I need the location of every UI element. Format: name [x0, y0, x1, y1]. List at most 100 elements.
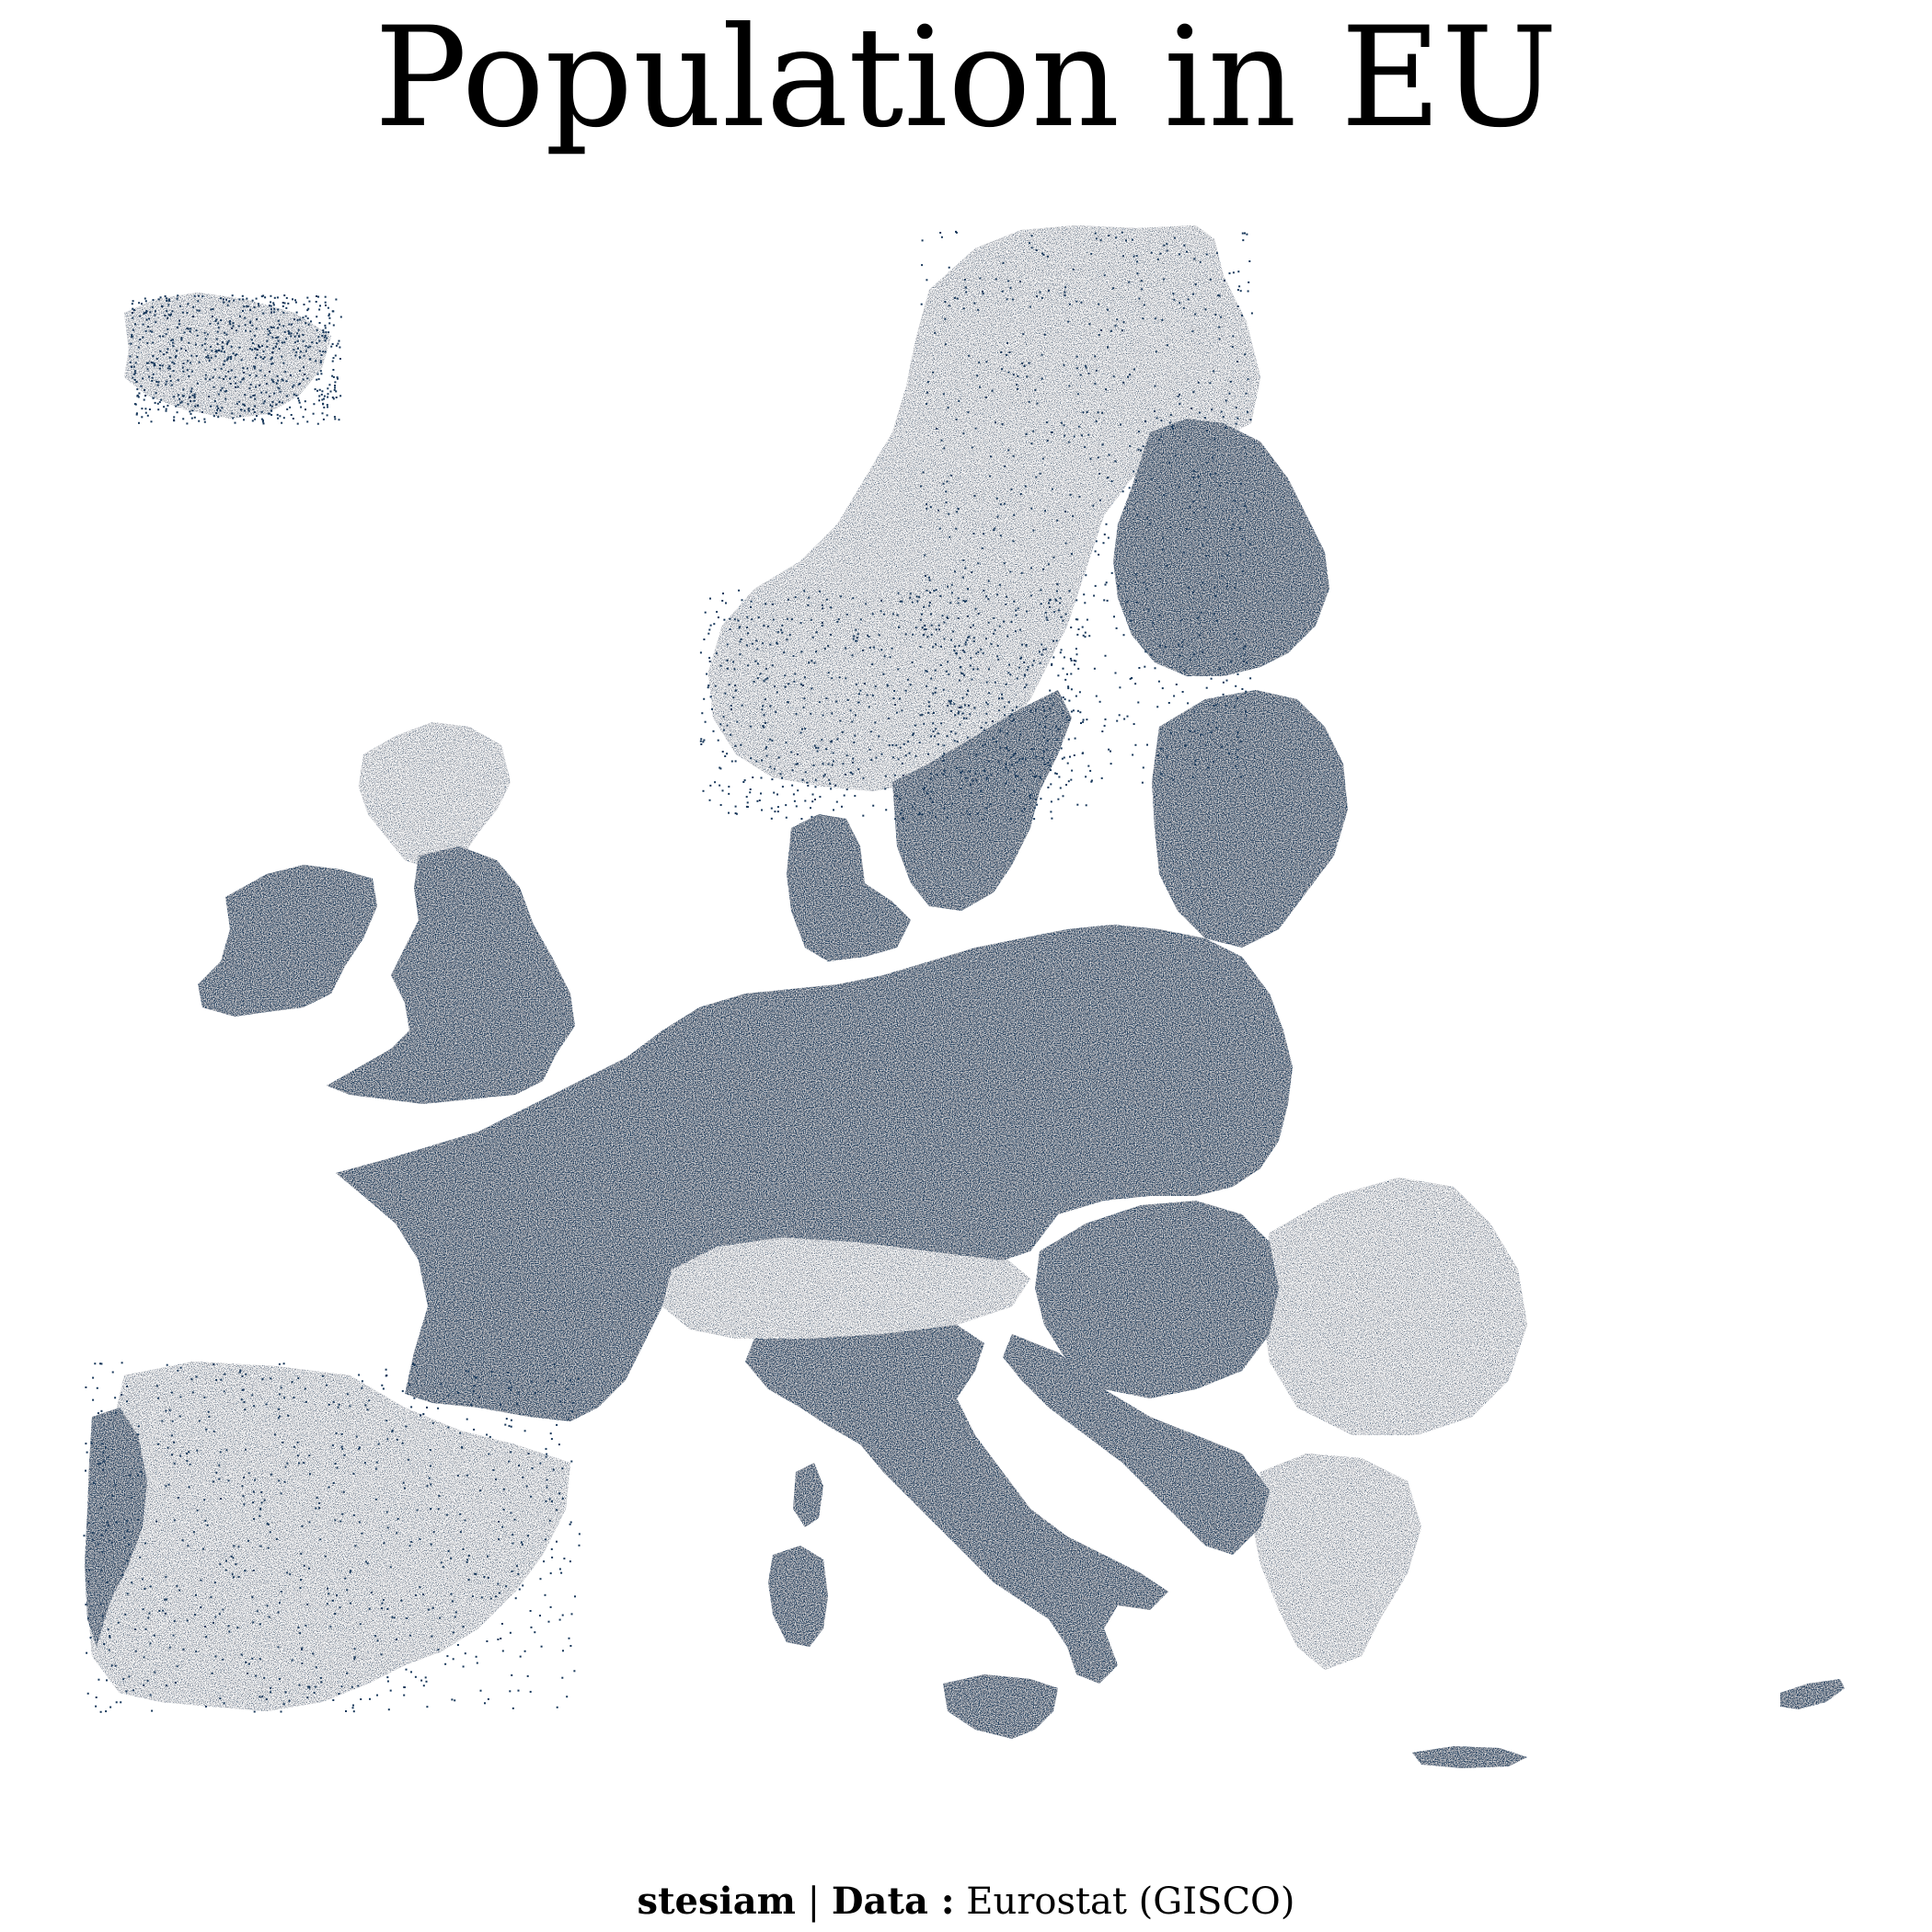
sparse-population-regions — [87, 225, 1527, 1711]
population-dot — [304, 400, 306, 403]
population-dot — [1046, 618, 1049, 621]
population-dot — [831, 712, 834, 715]
population-dot — [1034, 389, 1037, 391]
population-dot — [1029, 594, 1032, 597]
population-dot — [213, 415, 215, 418]
population-dot — [253, 394, 256, 397]
population-dot — [467, 1370, 470, 1373]
population-dot — [228, 1630, 231, 1633]
population-dot — [1070, 660, 1073, 661]
population-dot — [519, 1655, 522, 1658]
population-dot — [1202, 581, 1204, 584]
population-dot — [1013, 790, 1016, 793]
population-dot — [322, 329, 325, 332]
population-dot — [152, 362, 155, 364]
population-dot — [320, 1681, 323, 1684]
region-scandinavia — [708, 225, 1260, 791]
population-dot — [1071, 769, 1074, 772]
population-dot — [1226, 554, 1228, 557]
population-dot — [810, 712, 812, 715]
population-dot — [1137, 431, 1140, 433]
population-dot — [165, 380, 167, 383]
population-dot — [220, 319, 223, 322]
population-dot — [297, 1626, 300, 1628]
population-dot — [145, 310, 148, 312]
population-dot — [150, 420, 153, 423]
population-dot — [1159, 578, 1162, 580]
population-dot — [868, 646, 871, 649]
population-dot — [1234, 500, 1236, 502]
population-dot — [722, 592, 724, 595]
population-dot — [285, 306, 288, 309]
population-dot — [1205, 430, 1208, 431]
population-dot — [1090, 780, 1093, 783]
population-dot — [1045, 748, 1048, 751]
population-dot — [1018, 666, 1020, 669]
population-dot — [498, 1538, 500, 1540]
population-dot — [558, 1492, 561, 1495]
population-dot — [947, 661, 949, 663]
population-dot — [964, 641, 967, 644]
population-dot — [921, 239, 924, 242]
population-dot — [545, 1500, 547, 1502]
population-dot — [263, 1676, 266, 1679]
population-dot — [1135, 260, 1138, 263]
population-dot — [960, 770, 963, 773]
population-dot — [99, 1710, 102, 1713]
population-dot — [145, 362, 148, 364]
population-dot — [1143, 581, 1145, 584]
population-dot — [211, 315, 213, 317]
population-dot — [1000, 351, 1003, 353]
population-dot — [883, 655, 886, 658]
population-dot — [139, 315, 142, 317]
population-dot — [230, 369, 233, 372]
population-dot — [114, 1397, 117, 1399]
population-dot — [712, 730, 715, 732]
population-dot — [815, 631, 818, 634]
population-dot — [1200, 733, 1202, 736]
population-dot — [480, 1596, 483, 1599]
population-dot — [308, 1455, 311, 1457]
population-dot — [107, 1524, 109, 1526]
population-dot — [1040, 776, 1041, 779]
population-dot — [1011, 764, 1014, 766]
population-dot — [970, 664, 972, 667]
population-dot — [1010, 713, 1013, 716]
population-dot — [770, 817, 773, 820]
population-dot — [297, 347, 299, 350]
population-dot — [146, 414, 149, 417]
population-dot — [1082, 719, 1085, 721]
population-dot — [1082, 634, 1085, 637]
population-dot — [180, 347, 183, 350]
population-dot — [269, 371, 270, 373]
population-dot — [272, 326, 275, 328]
population-dot — [144, 395, 146, 397]
population-dot — [137, 346, 140, 349]
population-dot — [1070, 627, 1073, 628]
population-dot — [1138, 297, 1141, 300]
population-dot — [1084, 631, 1087, 634]
population-dot — [578, 1533, 581, 1535]
population-dot — [1088, 323, 1091, 326]
population-dot — [201, 295, 204, 298]
population-dot — [247, 1539, 249, 1542]
population-dot — [756, 662, 759, 665]
population-dot — [122, 1678, 125, 1681]
population-dot — [709, 784, 712, 787]
population-dot — [934, 669, 937, 672]
population-dot — [914, 627, 917, 629]
population-dot — [1133, 368, 1135, 371]
population-dot — [1026, 669, 1029, 672]
population-dot — [318, 350, 321, 352]
population-dot — [272, 302, 275, 305]
population-dot — [1169, 526, 1172, 529]
population-dot — [1241, 232, 1244, 235]
population-dot — [243, 1503, 246, 1506]
population-dot — [136, 395, 139, 397]
population-dot — [223, 301, 225, 304]
population-dot — [1099, 239, 1102, 242]
population-dot — [929, 798, 932, 800]
population-dot — [339, 346, 341, 349]
population-dot — [316, 422, 319, 425]
population-dot — [168, 356, 171, 359]
